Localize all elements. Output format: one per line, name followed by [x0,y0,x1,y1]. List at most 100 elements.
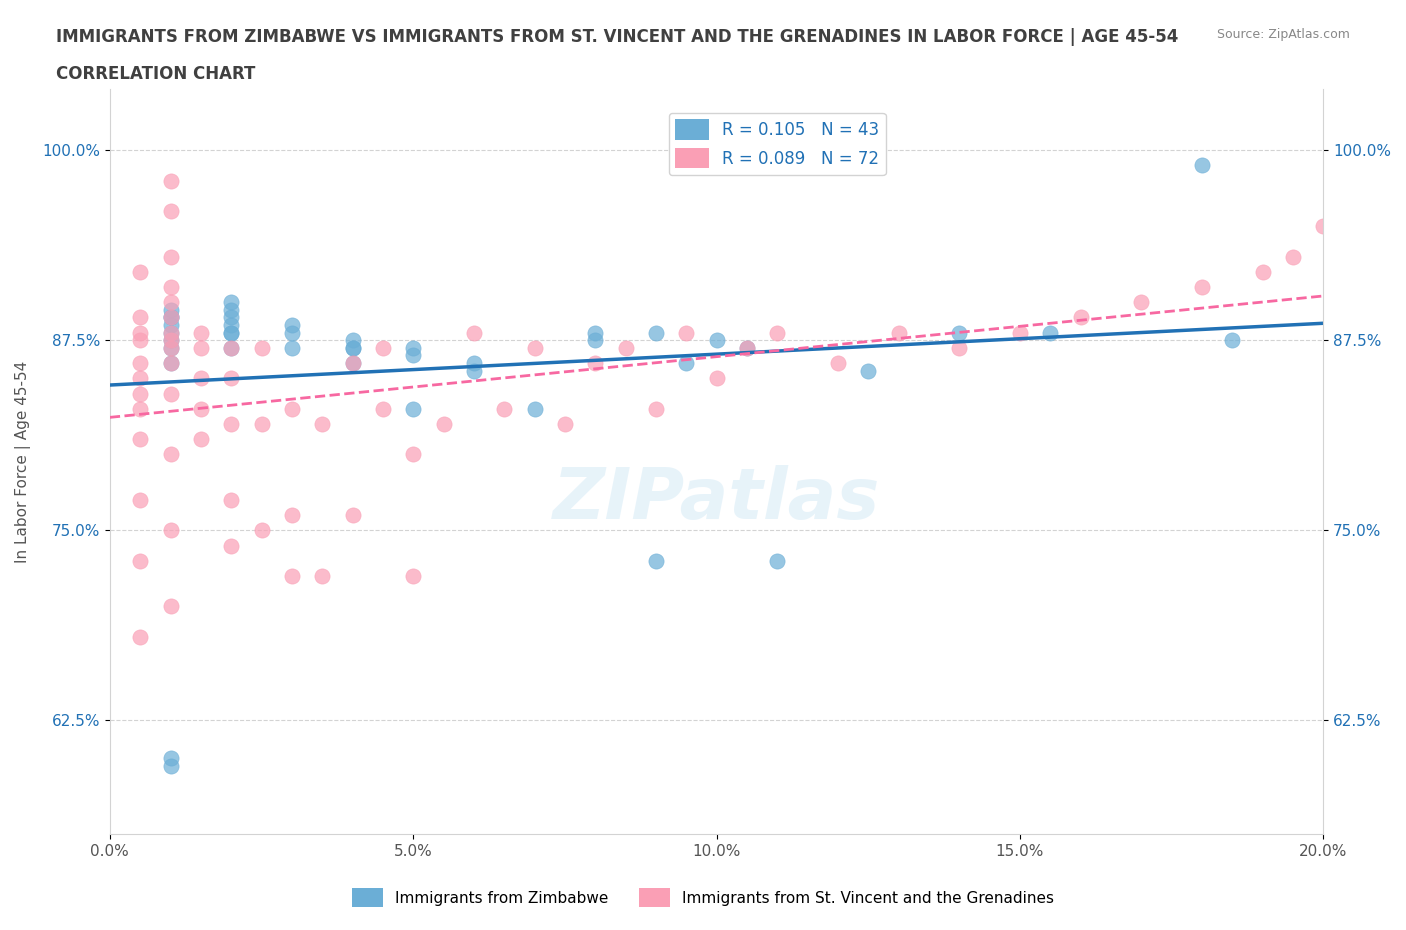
Point [1251,264,1274,279]
Point [129,371,152,386]
Point [402,401,425,416]
Point [159,340,181,355]
Point [159,310,181,325]
Point [644,326,666,340]
Point [159,310,181,325]
Text: ZIPatlas: ZIPatlas [553,465,880,534]
Point [766,326,789,340]
Point [159,340,181,355]
Point [494,401,516,416]
Point [342,355,364,370]
Point [129,553,152,568]
Point [342,333,364,348]
Point [129,432,152,446]
Point [675,326,697,340]
Point [159,280,181,295]
Point [219,326,242,340]
Point [159,326,181,340]
Point [706,333,728,348]
Point [159,751,181,766]
Point [159,295,181,310]
Point [463,355,485,370]
Point [159,523,181,538]
Point [219,326,242,340]
Point [432,417,454,432]
Point [766,553,789,568]
Point [1282,249,1305,264]
Point [159,355,181,370]
Point [1220,333,1243,348]
Point [281,508,304,523]
Text: IMMIGRANTS FROM ZIMBABWE VS IMMIGRANTS FROM ST. VINCENT AND THE GRENADINES IN LA: IMMIGRANTS FROM ZIMBABWE VS IMMIGRANTS F… [56,28,1178,46]
Point [948,340,970,355]
Point [371,401,394,416]
Point [159,318,181,333]
Point [281,568,304,583]
Point [129,326,152,340]
Point [281,340,304,355]
Point [583,326,606,340]
Point [159,355,181,370]
Point [281,318,304,333]
Point [583,333,606,348]
Point [523,340,546,355]
Point [190,432,212,446]
Point [402,568,425,583]
Point [159,249,181,264]
Point [190,340,212,355]
Point [523,401,546,416]
Point [342,355,364,370]
Point [735,340,758,355]
Point [250,417,273,432]
Point [675,355,697,370]
Point [1070,310,1092,325]
Point [342,340,364,355]
Point [159,447,181,462]
Legend: Immigrants from Zimbabwe, Immigrants from St. Vincent and the Grenadines: Immigrants from Zimbabwe, Immigrants fro… [346,883,1060,913]
Point [129,630,152,644]
Point [644,401,666,416]
Point [159,599,181,614]
Point [1191,280,1213,295]
Point [219,340,242,355]
Point [219,371,242,386]
Point [190,401,212,416]
Text: Source: ZipAtlas.com: Source: ZipAtlas.com [1216,28,1350,41]
Point [129,401,152,416]
Point [129,264,152,279]
Point [159,326,181,340]
Point [371,340,394,355]
Point [281,326,304,340]
Point [706,371,728,386]
Point [1130,295,1153,310]
Point [129,310,152,325]
Point [219,493,242,508]
Point [159,759,181,774]
Point [159,386,181,401]
Point [311,568,333,583]
Text: CORRELATION CHART: CORRELATION CHART [56,65,256,83]
Point [129,493,152,508]
Point [614,340,637,355]
Point [827,355,849,370]
Legend: R = 0.105   N = 43, R = 0.089   N = 72: R = 0.105 N = 43, R = 0.089 N = 72 [669,113,886,175]
Point [219,318,242,333]
Point [858,364,880,379]
Point [1191,158,1213,173]
Point [887,326,910,340]
Y-axis label: In Labor Force | Age 45-54: In Labor Force | Age 45-54 [15,361,31,563]
Point [129,386,152,401]
Point [1039,326,1062,340]
Point [159,302,181,317]
Point [463,364,485,379]
Point [159,173,181,188]
Point [190,326,212,340]
Point [948,326,970,340]
Point [402,348,425,363]
Point [219,295,242,310]
Point [129,333,152,348]
Point [281,401,304,416]
Point [219,310,242,325]
Point [219,340,242,355]
Point [250,340,273,355]
